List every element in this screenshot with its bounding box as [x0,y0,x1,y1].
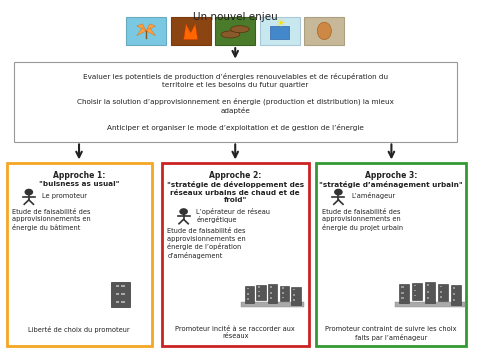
Text: Approche 2:: Approche 2: [209,171,262,180]
Polygon shape [137,24,146,31]
FancyBboxPatch shape [121,285,125,287]
FancyBboxPatch shape [216,17,255,45]
FancyBboxPatch shape [414,285,416,286]
FancyBboxPatch shape [116,300,120,303]
Text: Le promoteur: Le promoteur [41,193,86,199]
FancyBboxPatch shape [427,291,429,293]
Ellipse shape [317,22,331,40]
FancyBboxPatch shape [411,283,422,300]
Polygon shape [184,24,198,40]
Text: ☀: ☀ [275,19,285,29]
FancyBboxPatch shape [451,285,461,305]
FancyBboxPatch shape [401,292,404,294]
Polygon shape [146,24,156,31]
FancyBboxPatch shape [126,17,166,45]
FancyBboxPatch shape [399,284,409,303]
FancyBboxPatch shape [282,292,284,294]
Text: Liberté de choix du promoteur: Liberté de choix du promoteur [28,326,130,333]
FancyBboxPatch shape [440,291,443,293]
FancyBboxPatch shape [427,297,429,299]
FancyBboxPatch shape [282,287,284,289]
FancyBboxPatch shape [171,17,211,45]
FancyBboxPatch shape [453,293,455,295]
FancyBboxPatch shape [116,285,120,287]
FancyBboxPatch shape [293,289,296,290]
FancyBboxPatch shape [427,284,429,287]
FancyBboxPatch shape [304,17,344,45]
FancyBboxPatch shape [270,297,272,299]
FancyBboxPatch shape [162,163,309,346]
FancyBboxPatch shape [425,282,435,303]
FancyBboxPatch shape [268,284,277,303]
FancyBboxPatch shape [401,286,404,288]
FancyBboxPatch shape [270,292,272,294]
Ellipse shape [221,31,240,38]
FancyBboxPatch shape [245,286,254,303]
FancyBboxPatch shape [121,300,125,303]
FancyBboxPatch shape [256,285,265,300]
FancyBboxPatch shape [453,287,455,289]
FancyBboxPatch shape [116,292,120,295]
FancyBboxPatch shape [438,284,448,302]
Text: Etude de faisabilité des
approvisionnements en
énergie de l’opération
d’aménagem: Etude de faisabilité des approvisionneme… [167,228,246,259]
Text: L’aménageur: L’aménageur [351,192,395,199]
FancyBboxPatch shape [293,294,296,296]
FancyBboxPatch shape [414,290,416,291]
FancyBboxPatch shape [258,291,261,292]
Circle shape [25,190,33,195]
Text: "stratégie de développement des
réseaux urbains de chaud et de
froid": "stratégie de développement des réseaux … [167,181,304,203]
Text: "buisness as usual": "buisness as usual" [39,181,120,187]
Text: L’opérateur de réseau
énergétique: L’opérateur de réseau énergétique [196,208,270,223]
FancyBboxPatch shape [293,299,296,301]
FancyBboxPatch shape [111,282,130,306]
Ellipse shape [230,26,249,33]
FancyBboxPatch shape [282,297,284,298]
FancyBboxPatch shape [258,286,261,288]
FancyBboxPatch shape [453,299,455,301]
FancyBboxPatch shape [291,287,300,305]
Text: Etude de faisabilité des
approvisionnements en
énergie du bâtiment: Etude de faisabilité des approvisionneme… [12,209,91,231]
FancyBboxPatch shape [440,286,443,288]
Text: Approche 3:: Approche 3: [365,171,418,180]
FancyBboxPatch shape [440,296,443,298]
FancyBboxPatch shape [260,17,300,45]
FancyBboxPatch shape [241,302,304,307]
FancyBboxPatch shape [7,163,152,346]
Text: Evaluer les potentiels de production d’énergies renouvelables et de récupération: Evaluer les potentiels de production d’é… [77,73,394,131]
Text: Etude de faisabilité des
approvisionnements en
énergie du projet urbain: Etude de faisabilité des approvisionneme… [322,209,403,231]
Circle shape [180,209,187,214]
Text: Promoteur contraint de suivre les choix
faits par l’aménageur: Promoteur contraint de suivre les choix … [325,326,457,341]
FancyBboxPatch shape [247,288,249,289]
FancyBboxPatch shape [316,163,466,346]
FancyBboxPatch shape [280,286,289,302]
FancyBboxPatch shape [395,302,465,307]
Polygon shape [146,28,156,36]
Text: "stratégie d’aménagement urbain": "stratégie d’aménagement urbain" [319,181,463,188]
Text: Un nouvel enjeu: Un nouvel enjeu [193,12,277,22]
FancyBboxPatch shape [401,297,404,299]
FancyBboxPatch shape [258,295,261,297]
Polygon shape [137,28,146,36]
FancyBboxPatch shape [14,61,456,142]
FancyBboxPatch shape [270,27,289,39]
FancyBboxPatch shape [247,293,249,295]
Circle shape [335,190,342,195]
FancyBboxPatch shape [247,298,249,300]
Text: Approche 1:: Approche 1: [53,171,106,180]
FancyBboxPatch shape [270,286,272,288]
FancyBboxPatch shape [414,295,416,296]
Text: Promoteur incité à se raccorder aux
réseaux: Promoteur incité à se raccorder aux rése… [175,326,295,339]
FancyBboxPatch shape [121,292,125,295]
